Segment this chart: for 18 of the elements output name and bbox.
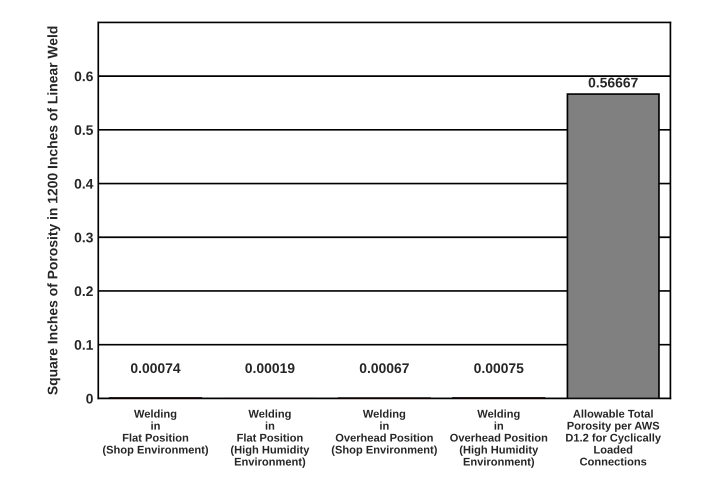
x-tick-label: Welding in Overhead Position (High Humidity Environment)	[450, 410, 548, 468]
data-label: 0.00075	[474, 363, 524, 374]
data-label: 0.00074	[130, 363, 181, 374]
y-axis-title: Square Inches of Porosity in 1200 Inches of Linear Weld	[47, 26, 60, 395]
y-tick-label: 0.2	[74, 286, 93, 296]
data-label: 0.00067	[360, 363, 409, 374]
data-label: 0.00019	[245, 363, 295, 374]
x-tick-label: Welding in Flat Position (High Humidity Environment)	[230, 410, 310, 468]
x-tick-label: Welding in Flat Position (Shop Environment)	[102, 410, 208, 456]
x-tick-label: Allowable Total Porosity per AWS D1.2 for Cyclically Loaded Connections	[566, 410, 662, 466]
y-tick-label: 0.5	[74, 125, 94, 136]
y-tick-label: 0.1	[74, 340, 94, 350]
data-label: 0.56667	[588, 78, 638, 88]
y-tick-label: 0.6	[74, 71, 93, 82]
y-tick-label: 0.3	[74, 232, 93, 242]
x-tick-label: Welding in Overhead Position (Shop Environment)	[332, 410, 437, 456]
y-tick-label: 0	[86, 394, 93, 404]
y-tick-label: 0.4	[74, 178, 94, 189]
